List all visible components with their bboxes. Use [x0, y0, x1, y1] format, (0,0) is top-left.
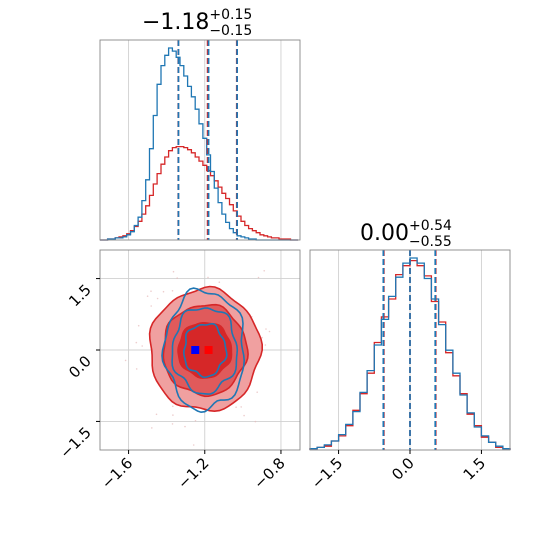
blue-contour-level: [171, 307, 239, 395]
sample-point: [151, 427, 153, 429]
sample-point: [135, 368, 138, 370]
sample-point: [192, 444, 195, 446]
sample-point: [156, 297, 159, 300]
param1-title: −1.18+0.15 −0.15: [142, 7, 252, 39]
histogram-param2: [309, 249, 511, 451]
sample-point: [155, 413, 158, 416]
sample-point: [150, 290, 152, 293]
x-tick-label: −1.6: [98, 454, 136, 492]
blue-contour-level: [182, 322, 228, 379]
contour-2d-panel: [68, 246, 313, 508]
sample-point: [172, 270, 175, 273]
sample-point: [195, 506, 197, 508]
x-tick-labels-param2: −1.5 0.0 1.5: [308, 450, 489, 493]
x-tick-label: −0.8: [250, 454, 288, 492]
sample-point: [261, 336, 263, 339]
sample-point: [240, 406, 242, 408]
blue-truth-marker: [191, 346, 200, 354]
sample-point: [257, 276, 260, 279]
sample-point: [68, 305, 70, 307]
sample-point: [124, 359, 127, 362]
x-tick-label: 0.0: [388, 454, 418, 484]
sample-point: [176, 277, 178, 279]
blue-histogram-step: [100, 47, 299, 241]
y-tick-label: 1.5: [65, 281, 95, 311]
sample-point: [141, 345, 143, 347]
y-tick-label: −1.5: [56, 424, 94, 462]
sample-point: [255, 246, 257, 248]
sample-point: [146, 295, 149, 298]
sample-point: [184, 425, 186, 428]
sample-point: [194, 420, 197, 422]
y-tick-labels-param2: −1.5 0.0 1.5: [56, 278, 100, 462]
sample-point: [264, 344, 267, 346]
sample-point: [311, 349, 313, 351]
sample-point: [137, 324, 140, 327]
sample-point: [263, 270, 266, 272]
sample-point: [235, 406, 237, 409]
sample-point: [171, 290, 174, 292]
sample-point: [150, 305, 152, 307]
x-tick-label: −1.2: [174, 454, 212, 492]
x-tick-label: 1.5: [460, 454, 490, 484]
param2-title: 0.00+0.54 −0.55: [360, 218, 452, 250]
blue-contour-level: [161, 287, 246, 414]
sample-point: [256, 391, 259, 394]
sample-point: [268, 330, 271, 333]
sample-point: [207, 276, 209, 279]
x-tick-label: −1.5: [308, 454, 346, 492]
histogram-param1: [99, 39, 301, 241]
red-histogram-step: [100, 145, 299, 241]
sample-point: [243, 414, 245, 417]
panel-frame: [99, 39, 301, 241]
x-tick-labels-param1: −1.6 −1.2 −0.8: [98, 450, 289, 493]
y-tick-label: 0.0: [65, 352, 95, 382]
sample-point: [135, 341, 138, 344]
red-truth-marker: [204, 346, 213, 354]
sample-point: [171, 423, 174, 425]
sample-point: [254, 420, 257, 423]
sample-point: [218, 281, 221, 284]
sample-point: [172, 414, 174, 416]
contour-plot-area: [68, 246, 313, 508]
sample-point: [265, 328, 267, 330]
sample-point: [172, 405, 174, 408]
sample-point: [162, 290, 165, 293]
